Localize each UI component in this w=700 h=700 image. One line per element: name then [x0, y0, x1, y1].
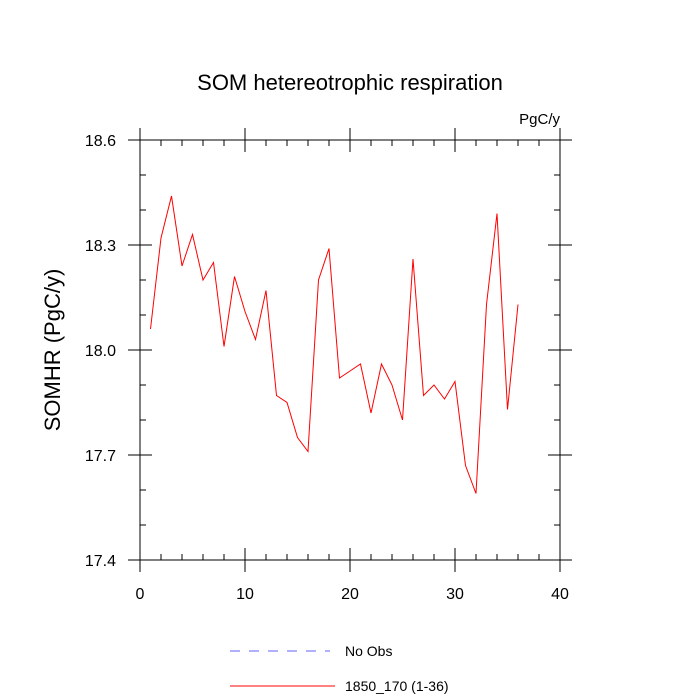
- y-tick-label: 18.6: [85, 133, 116, 150]
- plot-frame: [139, 139, 561, 561]
- y-tick-label: 17.7: [85, 448, 116, 465]
- y-tick-label: 17.4: [85, 553, 116, 570]
- x-tick-label: 10: [236, 586, 254, 603]
- x-tick-label: 20: [341, 586, 359, 603]
- y-tick-label: 18.3: [85, 238, 116, 255]
- series-lines: [150, 195, 519, 494]
- units-label: PgC/y: [519, 111, 560, 128]
- x-tick-label: 0: [136, 586, 145, 603]
- chart-title: SOM hetereotrophic respiration: [197, 70, 503, 95]
- x-tick-label: 30: [446, 586, 464, 603]
- axis-tick-labels: 0 10 20 30 40 17.4 17.7 18.0 18.3 18.6: [85, 133, 569, 603]
- series-line: [150, 195, 519, 494]
- y-tick-label: 18.0: [85, 343, 116, 360]
- legend: No Obs 1850_170 (1-36): [230, 643, 449, 694]
- x-tick-label: 40: [551, 586, 569, 603]
- axis-ticks: [128, 128, 572, 572]
- y-axis-label: SOMHR (PgC/y): [40, 269, 65, 432]
- legend-label-1850-170: 1850_170 (1-36): [345, 678, 449, 694]
- legend-label-no-obs: No Obs: [345, 643, 392, 659]
